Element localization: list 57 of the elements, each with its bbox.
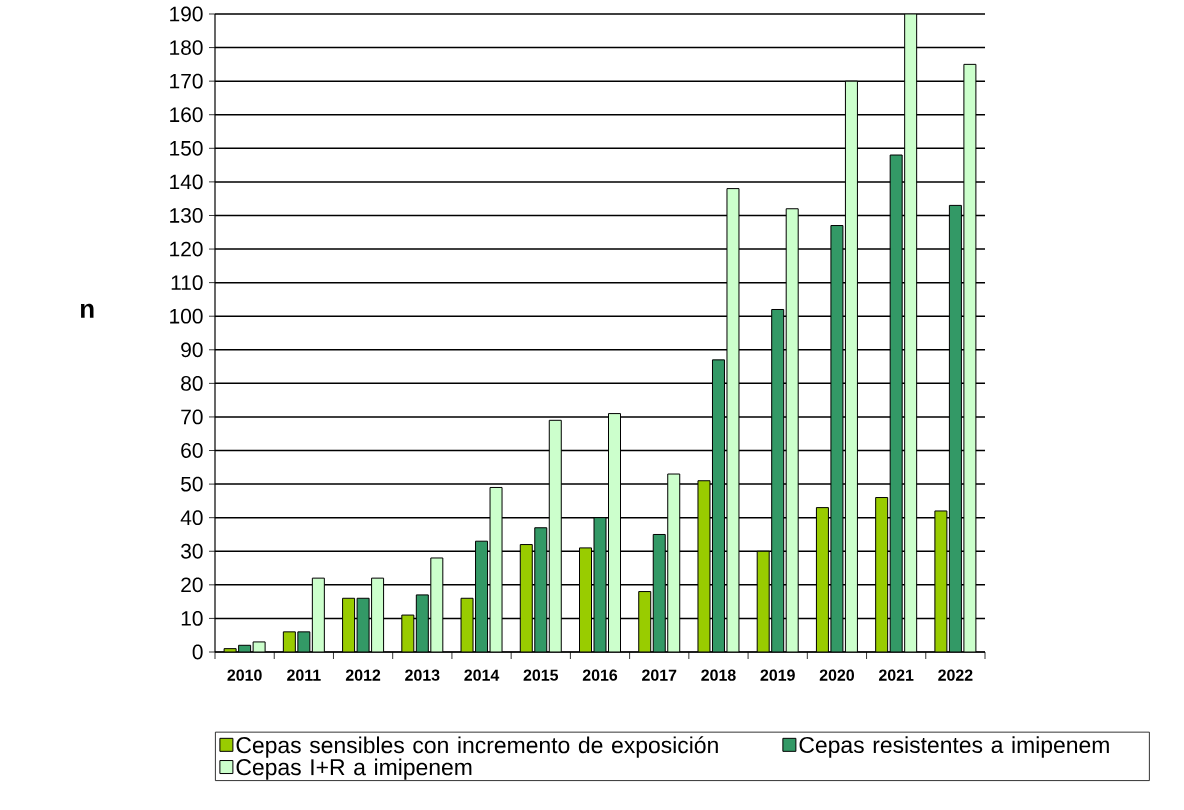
y-tick-label: 110 <box>171 275 203 291</box>
x-tick-label: 2011 <box>287 669 321 681</box>
bar <box>475 541 488 652</box>
y-tick-label: 100 <box>170 308 203 324</box>
bar <box>430 557 443 652</box>
bar <box>845 81 858 652</box>
y-axis-title: n <box>80 303 94 318</box>
x-tick-label: 2020 <box>819 669 854 681</box>
y-tick-label: 80 <box>181 375 203 391</box>
bar <box>534 527 547 652</box>
y-tick-label: 130 <box>170 208 203 223</box>
bar <box>667 474 680 652</box>
y-tick-label: 0 <box>192 644 203 660</box>
y-tick-label: 60 <box>181 443 203 458</box>
bar <box>520 544 533 652</box>
x-tick-label: 2012 <box>345 669 381 681</box>
bar <box>816 507 829 652</box>
bar <box>875 497 888 652</box>
y-tick-label: 40 <box>180 510 203 526</box>
legend-label: Cepas sensibles con incremento de exposición <box>236 736 718 758</box>
bar <box>579 547 592 652</box>
bar <box>549 420 562 652</box>
x-tick-label: 2014 <box>464 669 500 681</box>
y-tick-label: 180 <box>170 40 203 55</box>
bar <box>608 413 621 652</box>
y-tick-label: 50 <box>181 476 203 492</box>
y-tick-label: 30 <box>181 543 203 559</box>
bar <box>904 13 917 652</box>
bar <box>948 204 962 652</box>
y-tick-label: 120 <box>170 241 203 257</box>
bar <box>786 208 799 652</box>
x-tick-label: 2021 <box>878 669 914 681</box>
y-tick-label: 170 <box>170 73 203 89</box>
bar <box>653 534 666 652</box>
legend-label: Cepas resistentes a imipenem <box>799 736 1109 758</box>
y-tick-label: 150 <box>170 140 203 156</box>
bar <box>890 155 903 652</box>
bar <box>757 551 770 652</box>
x-tick-label: 2013 <box>405 669 440 681</box>
x-tick-label: 2010 <box>227 669 262 681</box>
x-tick-label: 2018 <box>701 669 736 681</box>
y-tick-label: 20 <box>181 577 203 593</box>
y-tick-label: 90 <box>181 342 203 358</box>
x-tick-label: 2022 <box>938 669 973 681</box>
bar <box>638 591 651 652</box>
x-tick-label: 2019 <box>760 669 795 681</box>
x-tick-label: 2016 <box>582 669 618 681</box>
bar <box>712 359 725 652</box>
y-tick-label: 70 <box>181 409 203 425</box>
y-tick-label: 190 <box>170 6 203 22</box>
y-tick-label: 10 <box>181 611 203 626</box>
x-tick-label: 2017 <box>642 669 677 681</box>
x-tick-label: 2015 <box>523 669 559 681</box>
y-tick-label: 160 <box>170 107 203 123</box>
bar <box>771 309 784 652</box>
y-tick-label: 140 <box>170 174 203 190</box>
legend-label: Cepas I+R a imipenem <box>236 758 472 780</box>
